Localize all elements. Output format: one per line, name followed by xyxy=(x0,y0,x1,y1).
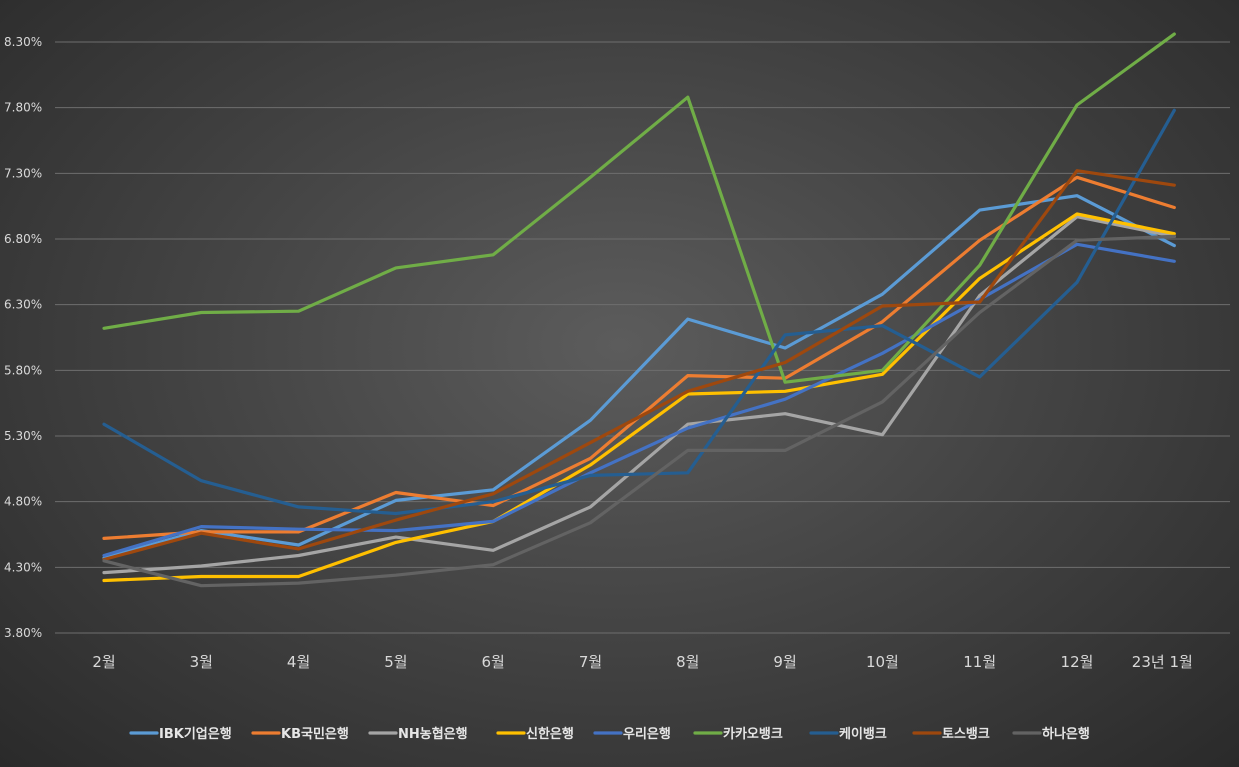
x-tick-label: 5월 xyxy=(384,653,407,671)
series-line-4 xyxy=(102,242,1176,558)
x-tick-label: 11월 xyxy=(963,653,996,671)
x-tick-label: 10월 xyxy=(866,653,899,671)
series-lines xyxy=(102,32,1176,588)
y-tick-label: 5.80% xyxy=(4,363,42,377)
y-tick-label: 7.30% xyxy=(4,166,42,180)
x-tick-label: 23년 1월 xyxy=(1132,653,1193,671)
series-line-1 xyxy=(102,175,1176,541)
x-tick-label: 12월 xyxy=(1061,653,1094,671)
y-tick-label: 6.30% xyxy=(4,298,42,312)
series-line-3 xyxy=(102,212,1176,583)
gridlines xyxy=(55,41,1230,634)
y-tick-label: 5.30% xyxy=(4,429,42,443)
x-axis-ticks: 2월 3월 4월 5월 6월 7월 8월 9월 10월 11월 12월 23년 1월 xyxy=(92,653,1192,671)
y-tick-label: 6.80% xyxy=(4,232,42,246)
x-tick-label: 3월 xyxy=(190,653,213,671)
x-tick-label: 7월 xyxy=(579,653,602,671)
x-tick-label: 9월 xyxy=(773,653,796,671)
y-tick-label: 3.80% xyxy=(4,626,42,640)
x-tick-label: 6월 xyxy=(482,653,505,671)
series-line-0 xyxy=(102,194,1176,560)
x-tick-label: 8월 xyxy=(676,653,699,671)
x-tick-label: 2월 xyxy=(92,653,115,671)
series-line-5 xyxy=(102,32,1176,384)
y-tick-label: 4.80% xyxy=(4,495,42,509)
x-tick-label: 4월 xyxy=(287,653,310,671)
y-tick-label: 7.80% xyxy=(4,101,42,115)
y-tick-label: 8.30% xyxy=(4,35,42,49)
y-axis-ticks: 3.80% 4.30% 4.80% 5.30% 5.80% 6.30% 6.80% 7.30%… xyxy=(4,35,42,640)
legend-label: 토스뱅크 xyxy=(942,727,990,742)
series-line-2 xyxy=(102,215,1176,575)
legend-label: 케이뱅크 xyxy=(839,726,887,742)
legend-label: NH농협은행 xyxy=(398,726,468,742)
legend: IBK기업은행 KB국민은행 NH농협은행 신한은행 우리은행 카카오뱅크 케이뱅크 토스뱅크… xyxy=(129,726,1090,742)
legend-label: 우리은행 xyxy=(623,726,671,742)
legend-label: IBK기업은행 xyxy=(159,726,232,742)
series-line-6 xyxy=(102,108,1176,516)
legend-label: 하나은행 xyxy=(1042,726,1090,742)
legend-label: 신한은행 xyxy=(526,726,574,742)
series-line-8 xyxy=(102,234,1176,588)
series-line-7 xyxy=(102,169,1176,562)
legend-label: 카카오뱅크 xyxy=(723,727,783,742)
y-tick-label: 4.30% xyxy=(4,560,42,574)
legend-label: KB국민은행 xyxy=(281,726,349,742)
